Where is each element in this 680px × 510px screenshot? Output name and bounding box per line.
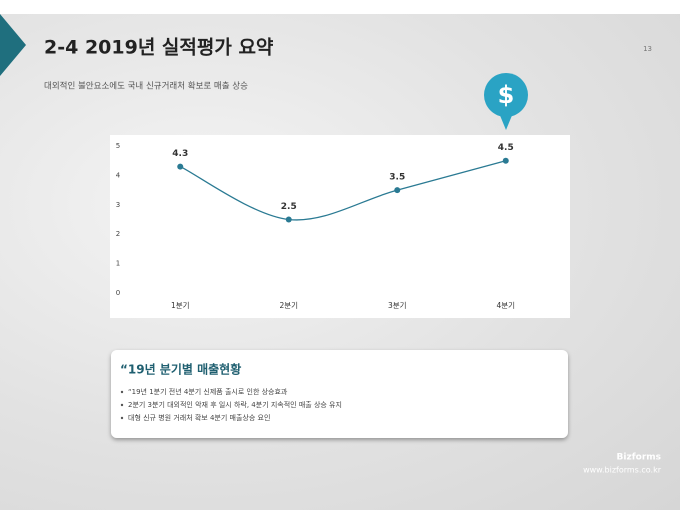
x-tick-label: 2분기 bbox=[279, 301, 298, 310]
corner-accent bbox=[0, 14, 26, 76]
point bbox=[285, 216, 292, 223]
x-tick-label: 3분기 bbox=[388, 301, 407, 310]
bullet bbox=[120, 390, 124, 394]
y-tick-label: 5 bbox=[116, 142, 120, 150]
x-tick-label: 4분기 bbox=[496, 301, 515, 310]
summary-item: “19년 1분기 전년 4분기 신제품 출시로 인한 상승효과 bbox=[128, 387, 288, 396]
line-chart: 0 1 2 3 4 5 1분기 2분기 3분기 4분기 4.3 2.5 3.5 4.5 bbox=[116, 142, 515, 310]
data-label: 4.3 bbox=[172, 149, 188, 159]
bullet bbox=[120, 403, 124, 407]
slide-subtitle: 대외적인 불안요소에도 국내 신규거래처 확보로 매출 상승 bbox=[44, 81, 248, 92]
y-tick-label: 1 bbox=[116, 260, 120, 268]
icon-circle bbox=[484, 73, 528, 117]
summary-item: 대형 신규 병원 거래처 확보 4분기 매출상승 요인 bbox=[128, 413, 270, 422]
top-band bbox=[0, 0, 680, 14]
point bbox=[177, 163, 184, 170]
data-label: 2.5 bbox=[281, 202, 297, 212]
data-label: 3.5 bbox=[389, 173, 405, 183]
data-label: 4.5 bbox=[498, 143, 514, 153]
point bbox=[394, 187, 401, 194]
slide-title: 2-4 2019년 실적평가 요약 bbox=[44, 37, 274, 59]
page-number: 13 bbox=[643, 45, 652, 53]
icon-pointer bbox=[499, 113, 513, 130]
summary-box bbox=[111, 350, 568, 438]
icon-symbol: $ bbox=[498, 81, 515, 109]
y-tick-label: 0 bbox=[116, 289, 120, 297]
point bbox=[502, 157, 509, 164]
y-tick-label: 3 bbox=[116, 201, 120, 209]
line-series bbox=[179, 160, 506, 221]
y-tick-label: 4 bbox=[116, 171, 121, 179]
y-tick-label: 2 bbox=[116, 230, 120, 238]
summary-list: “19년 1분기 전년 4분기 신제품 출시로 인한 상승효과 2분기 3분기 대… bbox=[120, 387, 342, 422]
footer-url: www.bizforms.co.kr bbox=[583, 466, 662, 475]
summary-item: 2분기 3분기 대외적인 악재 후 일시 하락, 4분기 지속적인 매출 상승 … bbox=[128, 400, 342, 409]
dollar-icon: $ bbox=[484, 73, 528, 130]
summary-title: “19년 분기별 매출현황 bbox=[120, 362, 241, 377]
x-tick-label: 1분기 bbox=[171, 301, 190, 310]
chart-panel bbox=[110, 135, 570, 318]
footer-brand: Bizforms bbox=[617, 453, 661, 463]
bullet bbox=[120, 416, 124, 420]
